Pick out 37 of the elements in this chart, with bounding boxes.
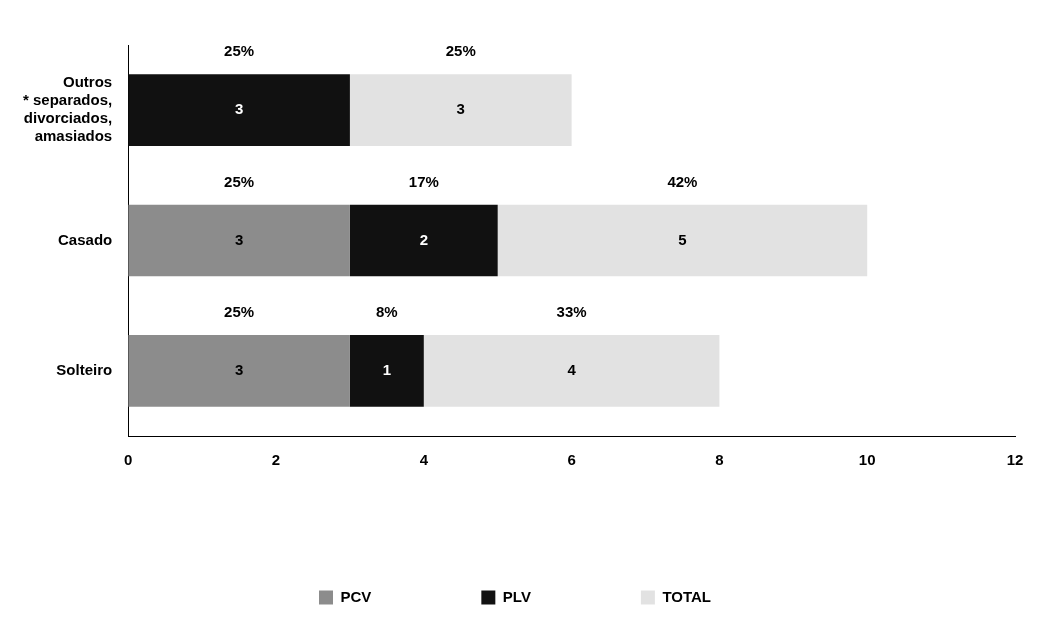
annotation: 42% <box>667 172 698 190</box>
bar <box>349 334 424 407</box>
data-label: 3 <box>234 230 244 248</box>
y-tick-label: Casado <box>58 230 113 248</box>
x-tick-label: 4 <box>419 451 429 469</box>
x-tick-label: 12 <box>1006 451 1024 469</box>
data-label: 3 <box>234 360 244 378</box>
data-label: 3 <box>456 100 465 118</box>
annotation: 25% <box>224 172 255 190</box>
x-tick-label: 8 <box>715 451 724 469</box>
annotation: 8% <box>376 303 398 321</box>
x-tick-label: 0 <box>124 451 133 469</box>
x-tick-label: 10 <box>858 451 876 469</box>
annotation: 17% <box>408 172 439 190</box>
annotation: 33% <box>556 303 587 321</box>
bar <box>497 204 868 277</box>
bar <box>423 334 720 407</box>
annotation: 25% <box>224 303 255 321</box>
x-tick-label: 2 <box>271 451 281 469</box>
y-tick-label: Outros * separados, divorciados, amasiados <box>22 73 113 145</box>
annotation: 25% <box>224 42 255 60</box>
bar <box>128 204 350 277</box>
data-label: 4 <box>567 360 577 378</box>
x-tick-label: 6 <box>567 451 576 469</box>
bar <box>128 74 350 147</box>
data-label: 2 <box>419 230 428 248</box>
data-label: 1 <box>382 360 392 378</box>
data-label: 5 <box>678 230 687 248</box>
bar <box>349 74 572 147</box>
bar <box>128 334 350 407</box>
legend-label: PLV <box>502 587 531 605</box>
data-label: 3 <box>234 100 244 118</box>
legend-label: TOTAL <box>662 587 712 605</box>
annotation: 25% <box>445 42 476 60</box>
legend-label: PCV <box>340 587 372 605</box>
y-tick-label: Solteiro <box>56 360 113 378</box>
bar <box>349 204 498 277</box>
